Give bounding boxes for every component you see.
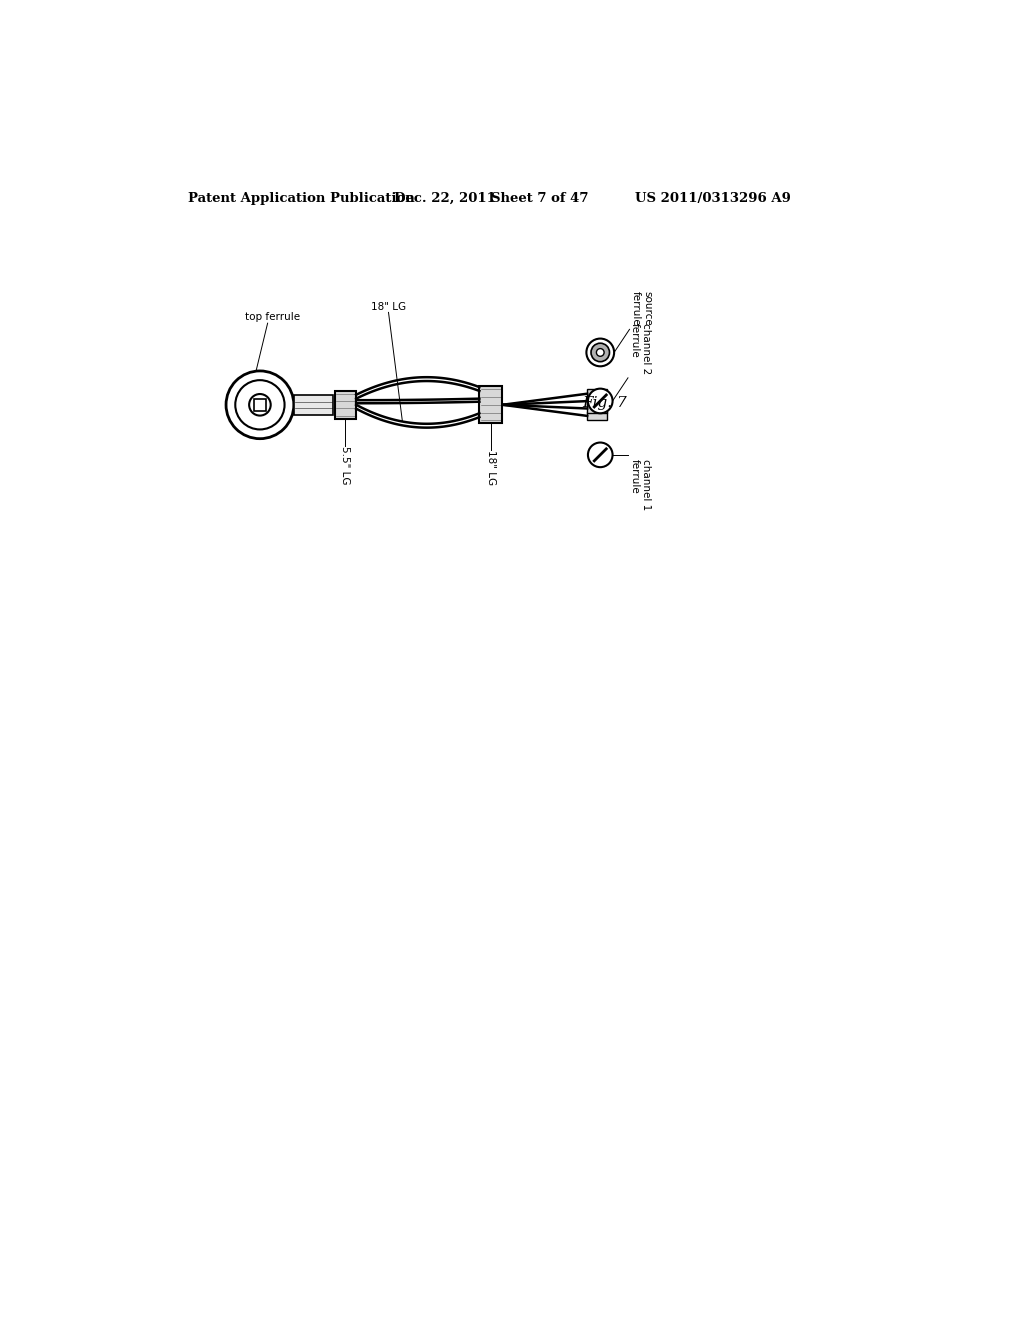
Text: Patent Application Publication: Patent Application Publication [188, 191, 415, 205]
Circle shape [588, 442, 612, 467]
Bar [587, 412, 607, 420]
Bar [294, 395, 333, 414]
Text: 5.5" LG: 5.5" LG [340, 446, 350, 484]
Text: Fig. 7: Fig. 7 [583, 396, 628, 411]
Bar [587, 404, 607, 413]
Bar [587, 397, 607, 405]
Text: US 2011/0313296 A9: US 2011/0313296 A9 [635, 191, 791, 205]
Circle shape [596, 348, 604, 356]
Text: channel 2
ferrule: channel 2 ferrule [630, 323, 651, 374]
Bar [479, 387, 503, 424]
Bar [254, 399, 266, 411]
Circle shape [587, 339, 614, 367]
Text: 18" LG: 18" LG [371, 302, 407, 313]
Text: Dec. 22, 2011: Dec. 22, 2011 [394, 191, 496, 205]
Text: channel 1
ferrule: channel 1 ferrule [630, 459, 651, 510]
Bar [335, 391, 356, 418]
Circle shape [591, 343, 609, 362]
Text: Sheet 7 of 47: Sheet 7 of 47 [490, 191, 589, 205]
Text: source
ferrule: source ferrule [631, 290, 652, 326]
Circle shape [588, 388, 612, 413]
Text: 18" LG: 18" LG [486, 450, 496, 486]
Bar [587, 389, 607, 397]
Text: top ferrule: top ferrule [245, 312, 300, 322]
